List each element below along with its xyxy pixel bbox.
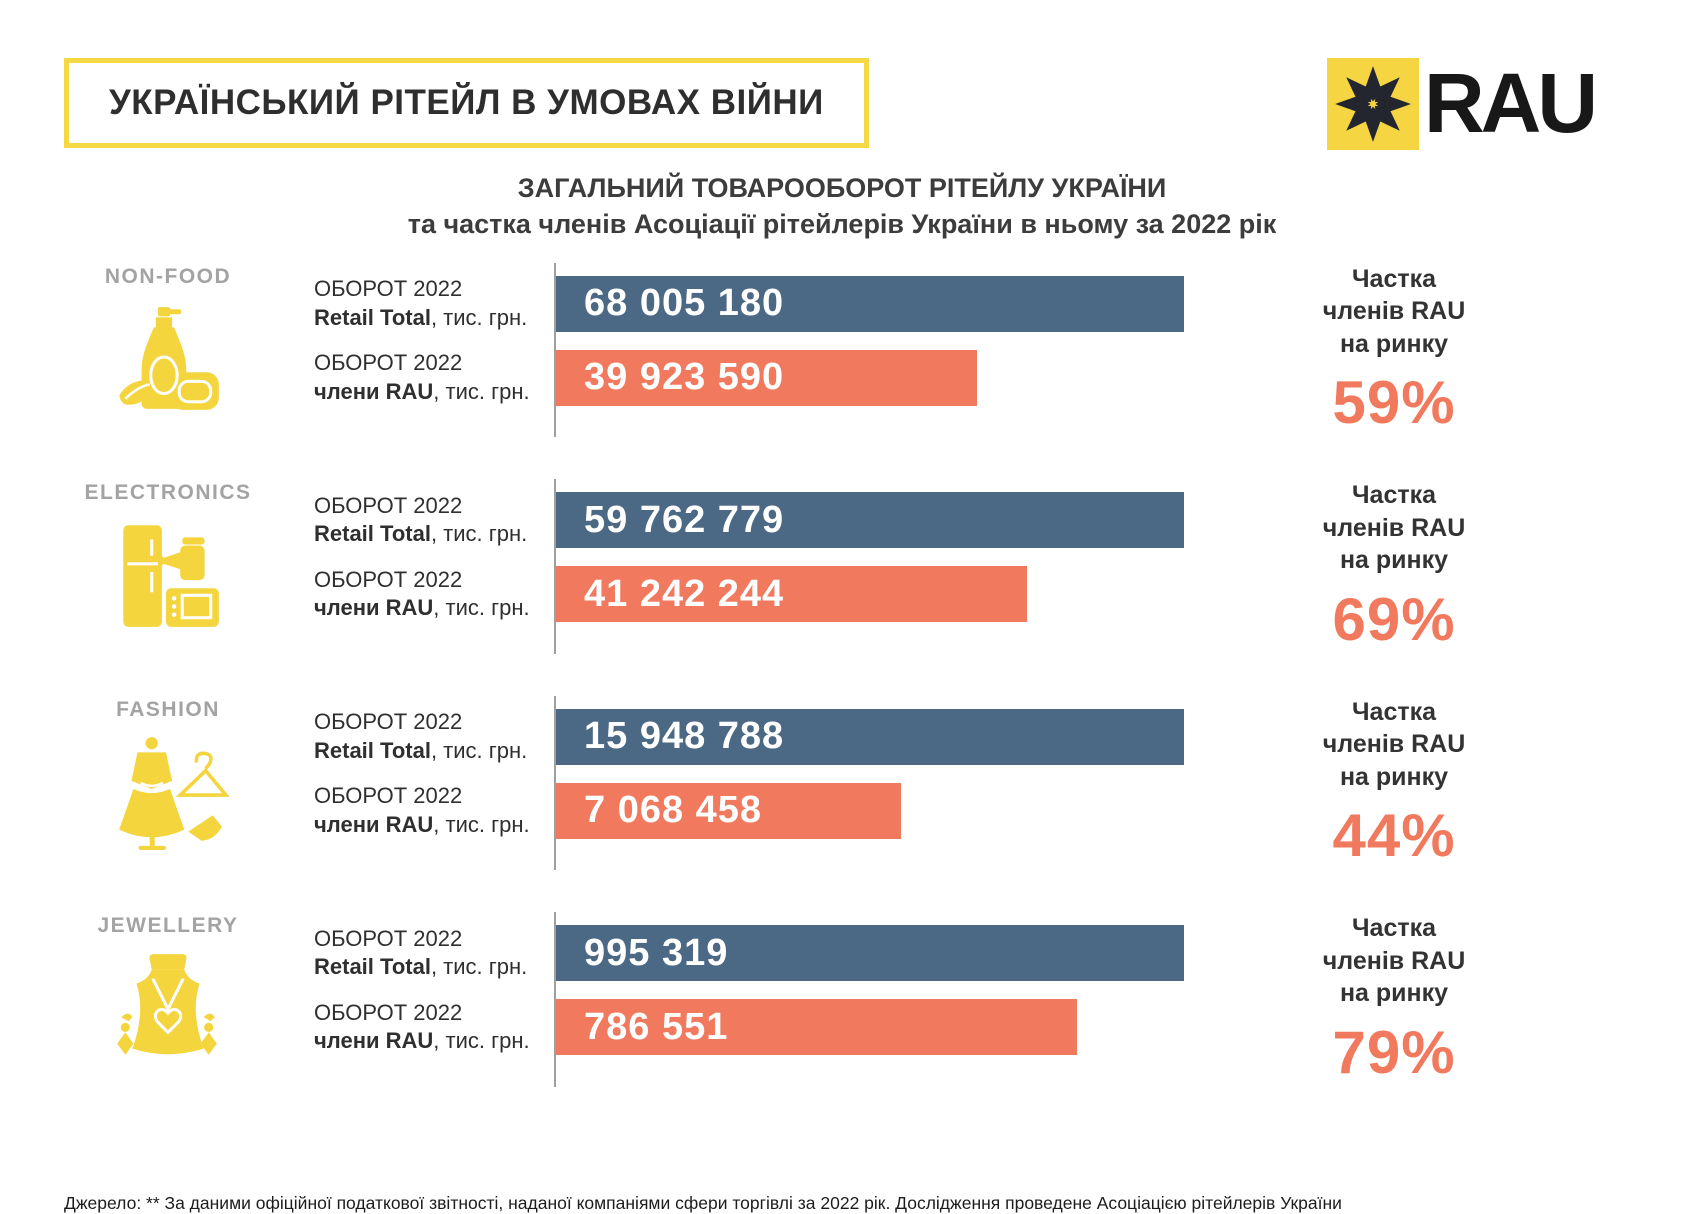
source-note: Джерело: ** За даними офіційної податков… (64, 1192, 1342, 1213)
header: УКРАЇНСЬКИЙ РІТЕЙЛ В УМОВАХ ВІЙНИ RAU (0, 0, 1684, 150)
bar-labels-column: ОБОРОТ 2022 Retail Total, тис. грн. ОБОР… (314, 479, 554, 654)
share-column: Частка членів RAU на ринку 59% (1184, 263, 1604, 438)
rau-logo: RAU (1327, 56, 1598, 151)
share-percent: 69% (1332, 585, 1456, 653)
rau-bar-label: ОБОРОТ 2022 члени RAU, тис. грн. (314, 783, 530, 837)
total-bar-value: 68 005 180 (584, 282, 785, 325)
category-column: JEWELLERY (64, 912, 314, 1087)
share-column: Частка членів RAU на ринку 79% (1184, 912, 1604, 1087)
dress-hanger-icon (78, 730, 258, 857)
total-bar: 59 762 779 (556, 492, 1184, 549)
chart-title-line2: та частка членів Асоціації рітейлерів Ук… (407, 209, 1277, 240)
share-caption: Частка членів RAU на ринку (1322, 697, 1466, 791)
total-bar: 15 948 788 (556, 708, 1184, 765)
category-label: ELECTRONICS (84, 481, 252, 505)
share-caption: Частка членів RAU на ринку (1322, 481, 1466, 575)
rau-bar: 41 242 244 (556, 566, 1027, 623)
category-column: ELECTRONICS (64, 479, 314, 654)
necklace-icon (78, 946, 258, 1073)
bars-column: 15 948 788 7 068 458 (554, 695, 1184, 871)
share-column: Частка членів RAU на ринку 44% (1184, 696, 1604, 871)
total-bar-value: 15 948 788 (584, 715, 785, 758)
section-fashion: FASHION (64, 695, 1604, 871)
rau-bar-value: 41 242 244 (584, 572, 785, 615)
rau-bar-label: ОБОРОТ 2022 члени RAU, тис. грн. (314, 350, 530, 404)
category-column: FASHION (64, 696, 314, 871)
category-label: FASHION (116, 697, 220, 721)
share-percent: 59% (1332, 369, 1456, 437)
total-bar-label: ОБОРОТ 2022 Retail Total, тис. грн. (314, 276, 528, 330)
section-electronics: ELECTRONICS (64, 479, 1604, 654)
rau-logo-text: RAU (1424, 56, 1598, 151)
total-bar: 68 005 180 (556, 275, 1184, 332)
section-jewellery: JEWELLERY (64, 912, 1604, 1087)
bars-column: 995 319 786 551 (554, 912, 1184, 1087)
rau-bar: 39 923 590 (556, 349, 977, 406)
total-bar-label: ОБОРОТ 2022 Retail Total, тис. грн. (314, 709, 528, 763)
share-percent: 79% (1332, 1018, 1456, 1086)
share-caption: Частка членів RAU на ринку (1322, 914, 1466, 1008)
total-bar-value: 995 319 (584, 931, 729, 974)
chart-title-line1: ЗАГАЛЬНИЙ ТОВАРООБОРОТ РІТЕЙЛУ УКРАЇНИ (517, 173, 1167, 203)
category-column: NON-FOOD (64, 263, 314, 438)
bar-labels-column: ОБОРОТ 2022 Retail Total, тис. грн. ОБОР… (314, 912, 554, 1087)
rau-bar-value: 7 068 458 (584, 789, 763, 832)
rau-star-icon (1327, 58, 1419, 150)
bars-column: 59 762 779 41 242 244 (554, 479, 1184, 654)
total-bar-label: ОБОРОТ 2022 Retail Total, тис. грн. (314, 925, 528, 980)
section-non-food: NON-FOOD (64, 262, 1604, 438)
rau-bar: 786 551 (556, 999, 1078, 1056)
page-title-box: УКРАЇНСЬКИЙ РІТЕЙЛ В УМОВАХ ВІЙНИ (64, 58, 869, 148)
home-appliances-icon (78, 513, 258, 640)
total-bar-label: ОБОРОТ 2022 Retail Total, тис. грн. (314, 492, 528, 547)
rau-bar: 7 068 458 (556, 782, 902, 839)
chart-body: NON-FOOD (0, 243, 1684, 1087)
category-label: NON-FOOD (104, 264, 232, 288)
bar-labels-column: ОБОРОТ 2022 Retail Total, тис. грн. ОБОР… (314, 263, 554, 438)
category-label: JEWELLERY (97, 914, 239, 938)
rau-bar-value: 39 923 590 (584, 356, 785, 399)
chart-title: ЗАГАЛЬНИЙ ТОВАРООБОРОТ РІТЕЙЛУ УКРАЇНИ т… (0, 170, 1684, 243)
rau-bar-label: ОБОРОТ 2022 члени RAU, тис. грн. (314, 999, 530, 1054)
page-title: УКРАЇНСЬКИЙ РІТЕЙЛ В УМОВАХ ВІЙНИ (109, 83, 824, 122)
share-caption: Частка членів RAU на ринку (1322, 264, 1466, 358)
total-bar: 995 319 (556, 925, 1184, 982)
rau-bar-label: ОБОРОТ 2022 члени RAU, тис. грн. (314, 566, 530, 621)
total-bar-value: 59 762 779 (584, 498, 785, 541)
bars-column: 68 005 180 39 923 590 (554, 262, 1184, 438)
share-percent: 44% (1332, 802, 1456, 870)
share-column: Частка членів RAU на ринку 69% (1184, 479, 1604, 654)
cleaning-products-icon (78, 297, 258, 424)
rau-bar-value: 786 551 (584, 1005, 729, 1048)
bar-labels-column: ОБОРОТ 2022 Retail Total, тис. грн. ОБОР… (314, 696, 554, 871)
